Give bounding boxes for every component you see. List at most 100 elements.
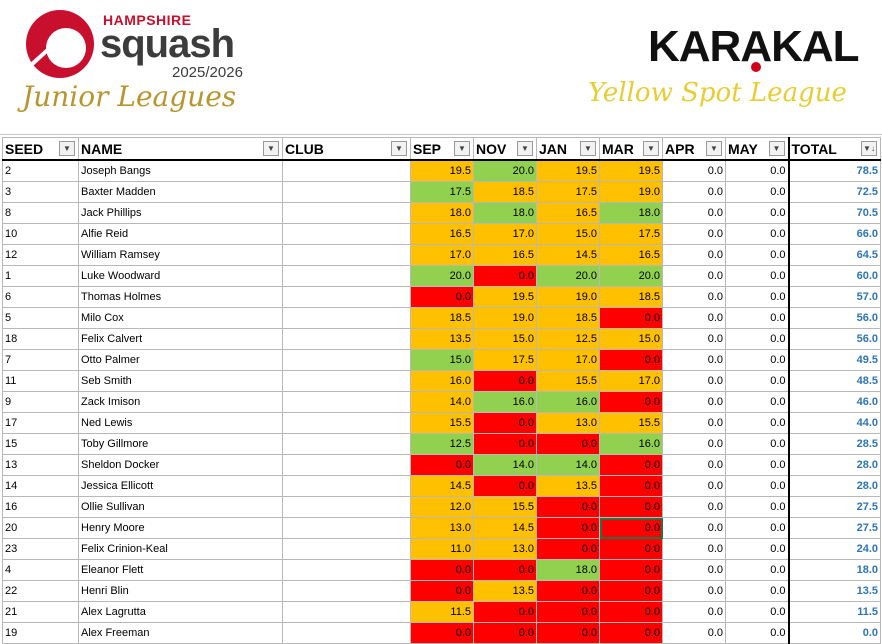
score-cell[interactable]: 17.0 bbox=[473, 223, 537, 245]
total-cell[interactable]: 64.5 bbox=[787, 244, 881, 266]
total-cell[interactable]: 24.0 bbox=[787, 538, 881, 560]
score-cell[interactable]: 18.5 bbox=[410, 307, 474, 329]
score-cell[interactable]: 0.0 bbox=[725, 286, 789, 308]
seed-cell[interactable]: 5 bbox=[2, 307, 79, 329]
score-cell[interactable]: 0.0 bbox=[662, 349, 726, 371]
total-cell[interactable]: 56.0 bbox=[787, 328, 881, 350]
score-cell[interactable]: 0.0 bbox=[662, 496, 726, 518]
score-cell[interactable]: 17.5 bbox=[536, 181, 600, 203]
filter-dropdown-icon[interactable]: ▼ bbox=[580, 141, 596, 156]
score-cell[interactable]: 0.0 bbox=[410, 580, 474, 602]
score-cell[interactable]: 0.0 bbox=[536, 496, 600, 518]
score-cell[interactable]: 0.0 bbox=[662, 328, 726, 350]
name-cell[interactable]: Felix Calvert bbox=[78, 328, 283, 350]
score-cell[interactable]: 0.0 bbox=[599, 517, 663, 539]
score-cell[interactable]: 14.0 bbox=[473, 454, 537, 476]
club-cell[interactable] bbox=[282, 244, 411, 266]
score-cell[interactable]: 20.0 bbox=[599, 265, 663, 287]
score-cell[interactable]: 0.0 bbox=[536, 580, 600, 602]
name-cell[interactable]: Jessica Ellicott bbox=[78, 475, 283, 497]
score-cell[interactable]: 19.5 bbox=[599, 159, 663, 182]
club-cell[interactable] bbox=[282, 412, 411, 434]
score-cell[interactable]: 0.0 bbox=[536, 601, 600, 623]
score-cell[interactable]: 0.0 bbox=[725, 412, 789, 434]
score-cell[interactable]: 20.0 bbox=[536, 265, 600, 287]
seed-cell[interactable]: 13 bbox=[2, 454, 79, 476]
score-cell[interactable]: 0.0 bbox=[473, 601, 537, 623]
club-cell[interactable] bbox=[282, 328, 411, 350]
total-cell[interactable]: 56.0 bbox=[787, 307, 881, 329]
score-cell[interactable]: 0.0 bbox=[599, 454, 663, 476]
score-cell[interactable]: 15.5 bbox=[473, 496, 537, 518]
score-cell[interactable]: 19.5 bbox=[473, 286, 537, 308]
seed-cell[interactable]: 8 bbox=[2, 202, 79, 224]
name-cell[interactable]: Ned Lewis bbox=[78, 412, 283, 434]
score-cell[interactable]: 0.0 bbox=[662, 370, 726, 392]
name-cell[interactable]: Alfie Reid bbox=[78, 223, 283, 245]
score-cell[interactable]: 0.0 bbox=[410, 559, 474, 581]
name-cell[interactable]: Toby Gillmore bbox=[78, 433, 283, 455]
score-cell[interactable]: 18.0 bbox=[473, 202, 537, 224]
total-cell[interactable]: 13.5 bbox=[787, 580, 881, 602]
score-cell[interactable]: 11.5 bbox=[410, 601, 474, 623]
score-cell[interactable]: 0.0 bbox=[662, 307, 726, 329]
score-cell[interactable]: 15.0 bbox=[473, 328, 537, 350]
club-cell[interactable] bbox=[282, 496, 411, 518]
score-cell[interactable]: 12.0 bbox=[410, 496, 474, 518]
score-cell[interactable]: 15.0 bbox=[410, 349, 474, 371]
name-cell[interactable]: Sheldon Docker bbox=[78, 454, 283, 476]
seed-cell[interactable]: 7 bbox=[2, 349, 79, 371]
score-cell[interactable]: 16.5 bbox=[473, 244, 537, 266]
club-cell[interactable] bbox=[282, 622, 411, 644]
score-cell[interactable]: 18.0 bbox=[410, 202, 474, 224]
total-cell[interactable]: 28.5 bbox=[787, 433, 881, 455]
score-cell[interactable]: 0.0 bbox=[662, 244, 726, 266]
score-cell[interactable]: 0.0 bbox=[473, 622, 537, 644]
filter-dropdown-icon[interactable]: ▼ bbox=[643, 141, 659, 156]
score-cell[interactable]: 17.5 bbox=[410, 181, 474, 203]
score-cell[interactable]: 0.0 bbox=[662, 559, 726, 581]
filter-dropdown-icon[interactable]: ▼ bbox=[706, 141, 722, 156]
score-cell[interactable]: 0.0 bbox=[725, 580, 789, 602]
score-cell[interactable]: 19.0 bbox=[599, 181, 663, 203]
club-cell[interactable] bbox=[282, 433, 411, 455]
score-cell[interactable]: 15.5 bbox=[599, 412, 663, 434]
score-cell[interactable]: 0.0 bbox=[599, 622, 663, 644]
club-cell[interactable] bbox=[282, 202, 411, 224]
score-cell[interactable]: 20.0 bbox=[410, 265, 474, 287]
score-cell[interactable]: 16.5 bbox=[536, 202, 600, 224]
score-cell[interactable]: 16.0 bbox=[410, 370, 474, 392]
score-cell[interactable]: 0.0 bbox=[599, 580, 663, 602]
seed-cell[interactable]: 11 bbox=[2, 370, 79, 392]
name-cell[interactable]: Henry Moore bbox=[78, 517, 283, 539]
score-cell[interactable]: 20.0 bbox=[473, 159, 537, 182]
club-cell[interactable] bbox=[282, 181, 411, 203]
score-cell[interactable]: 0.0 bbox=[536, 433, 600, 455]
score-cell[interactable]: 15.5 bbox=[410, 412, 474, 434]
score-cell[interactable]: 0.0 bbox=[725, 391, 789, 413]
name-cell[interactable]: Ollie Sullivan bbox=[78, 496, 283, 518]
score-cell[interactable]: 0.0 bbox=[662, 601, 726, 623]
seed-cell[interactable]: 17 bbox=[2, 412, 79, 434]
score-cell[interactable]: 0.0 bbox=[725, 496, 789, 518]
score-cell[interactable]: 0.0 bbox=[536, 538, 600, 560]
filter-dropdown-icon[interactable]: ▼ bbox=[59, 141, 75, 156]
club-cell[interactable] bbox=[282, 265, 411, 287]
name-cell[interactable]: Otto Palmer bbox=[78, 349, 283, 371]
score-cell[interactable]: 0.0 bbox=[662, 538, 726, 560]
seed-cell[interactable]: 18 bbox=[2, 328, 79, 350]
score-cell[interactable]: 13.5 bbox=[410, 328, 474, 350]
score-cell[interactable]: 0.0 bbox=[662, 181, 726, 203]
score-cell[interactable]: 17.5 bbox=[599, 223, 663, 245]
score-cell[interactable]: 18.5 bbox=[599, 286, 663, 308]
club-cell[interactable] bbox=[282, 559, 411, 581]
score-cell[interactable]: 15.0 bbox=[599, 328, 663, 350]
score-cell[interactable]: 0.0 bbox=[410, 622, 474, 644]
total-cell[interactable]: 0.0 bbox=[787, 622, 881, 644]
seed-cell[interactable]: 10 bbox=[2, 223, 79, 245]
score-cell[interactable]: 18.5 bbox=[473, 181, 537, 203]
score-cell[interactable]: 0.0 bbox=[473, 370, 537, 392]
score-cell[interactable]: 19.0 bbox=[473, 307, 537, 329]
name-cell[interactable]: Alex Lagrutta bbox=[78, 601, 283, 623]
seed-cell[interactable]: 22 bbox=[2, 580, 79, 602]
